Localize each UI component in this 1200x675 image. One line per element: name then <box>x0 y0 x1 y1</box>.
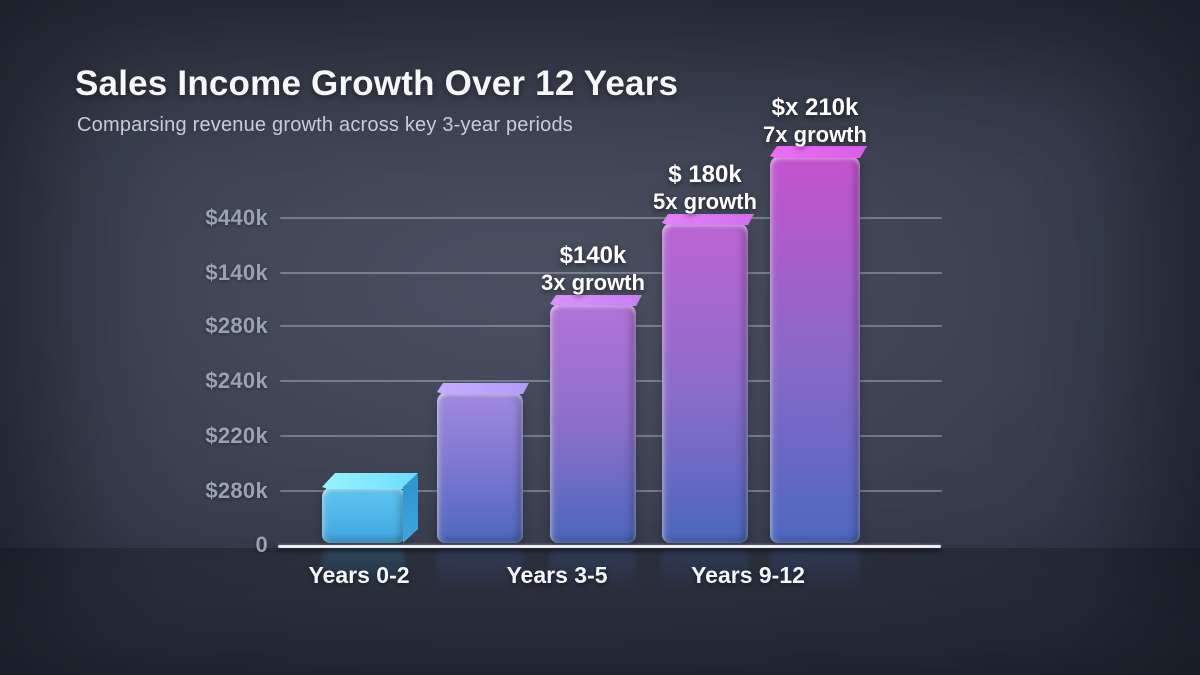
gridline <box>280 217 942 219</box>
gridline <box>280 272 942 274</box>
y-axis-label: $220k <box>205 423 268 448</box>
x-axis-baseline <box>278 545 941 548</box>
bar-value-label: $x 210k <box>771 94 859 121</box>
bar-years-9-12 <box>770 156 860 543</box>
y-axis-label: $240k <box>205 368 268 393</box>
chart-title: Sales Income Growth Over 12 Years <box>75 64 679 103</box>
x-axis-label: Years 0-2 <box>308 562 410 588</box>
bar-top-face <box>322 473 418 489</box>
bar-top-face <box>662 214 754 225</box>
bar-annotation: $ 180k 5x growth <box>653 161 757 215</box>
bar-4 <box>662 223 748 543</box>
bar-top-face <box>550 295 642 306</box>
bar-annotation: $x 210k 7x growth <box>763 94 867 148</box>
bar-value-label: $140k <box>559 242 627 269</box>
bar-years-0-2 <box>322 487 405 543</box>
bar-annotation: $140k 3x growth <box>541 242 645 296</box>
chart-subtitle: Comparsing revenue growth across key 3-y… <box>77 114 573 136</box>
bar-side-face <box>403 473 418 543</box>
y-axis-label: $140k <box>205 260 268 285</box>
bar-growth-label: 3x growth <box>541 270 645 295</box>
bar-years-3-5 <box>550 304 636 543</box>
y-axis-label: $280k <box>205 478 268 503</box>
x-axis-label: Years 9-12 <box>691 562 805 588</box>
bar-top-face <box>770 146 867 158</box>
bar-value-label: $ 180k <box>668 161 742 188</box>
bar-growth-label: 5x growth <box>653 189 757 214</box>
x-axis-label: Years 3-5 <box>506 562 608 588</box>
y-axis-zero-label: 0 <box>255 532 268 557</box>
bar-top-face <box>437 383 529 394</box>
y-axis-label: $280k <box>205 313 268 338</box>
y-axis-label: $440k <box>205 205 268 230</box>
bar-growth-label: 7x growth <box>763 122 867 147</box>
bar-2 <box>437 392 523 543</box>
